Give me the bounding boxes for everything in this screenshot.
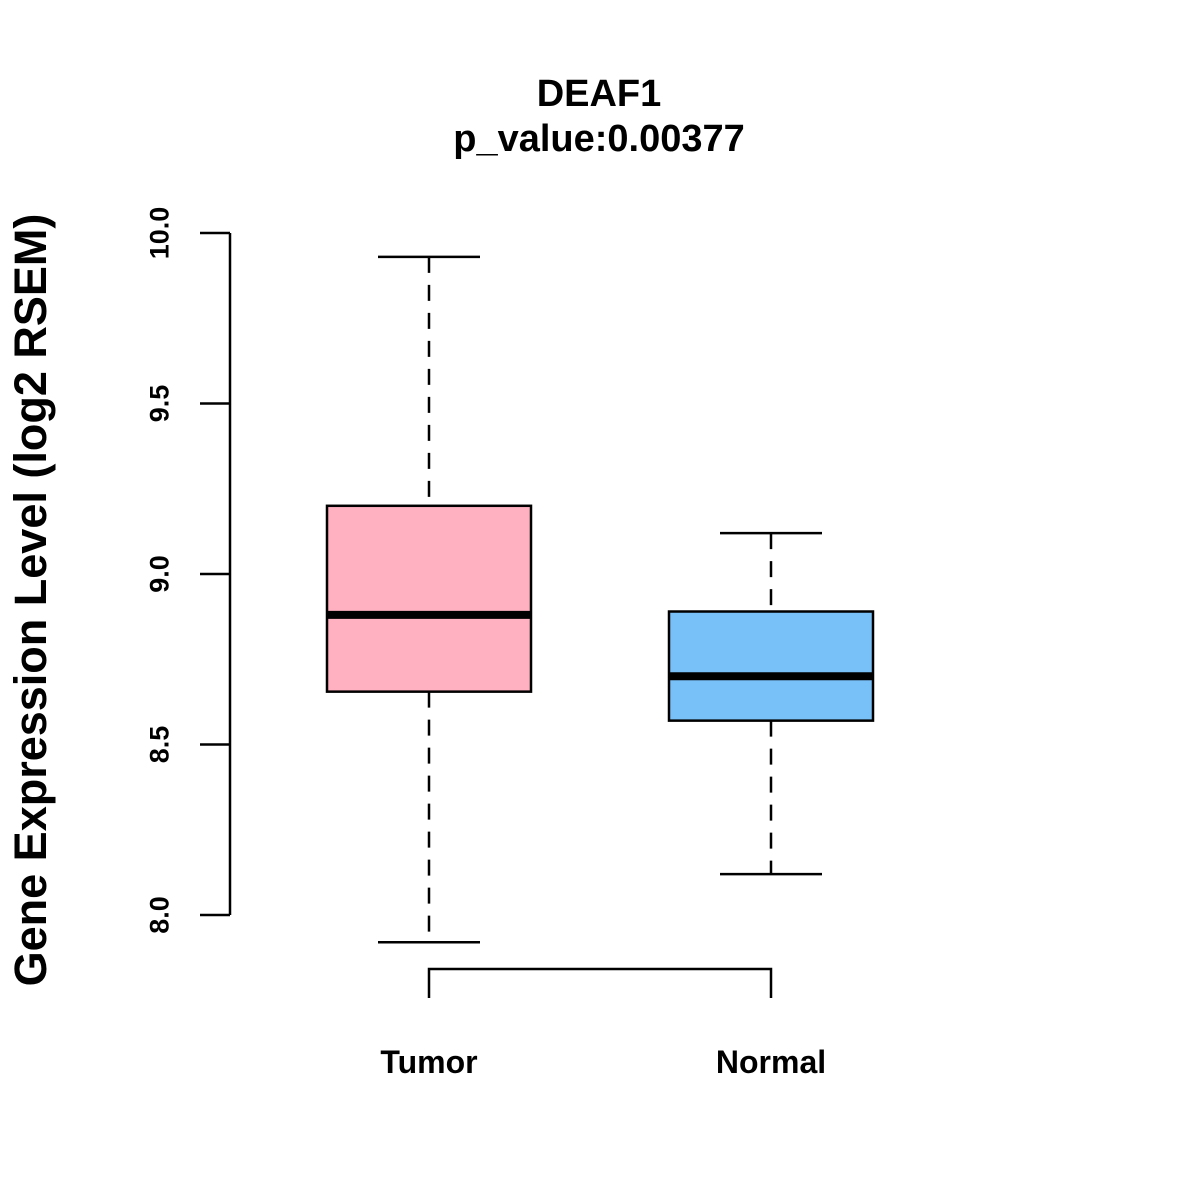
category-labels: Tumor Normal — [380, 1044, 826, 1080]
chart-title: DEAF1 — [537, 73, 662, 115]
box-normal — [667, 531, 875, 876]
x-category-label: Tumor — [380, 1044, 477, 1080]
significance-bracket — [427, 967, 773, 998]
y-tick-label: 8.0 — [144, 896, 174, 934]
y-tick-label: 8.5 — [144, 726, 174, 764]
x-category-label: Normal — [716, 1044, 826, 1080]
chart-subtitle: p_value:0.00377 — [453, 118, 745, 160]
box-tumor — [325, 255, 533, 944]
y-axis-label: Gene Expression Level (log2 RSEM) — [5, 214, 56, 987]
y-axis: 8.0 8.5 9.0 9.5 10.0 — [144, 207, 232, 934]
y-tick-label: 10.0 — [144, 207, 174, 260]
y-tick-label: 9.0 — [144, 555, 174, 593]
y-tick-label: 9.5 — [144, 385, 174, 423]
iqr-box — [325, 504, 533, 693]
iqr-box — [667, 610, 875, 722]
bracket-line — [427, 967, 773, 998]
boxes-group — [325, 255, 875, 944]
